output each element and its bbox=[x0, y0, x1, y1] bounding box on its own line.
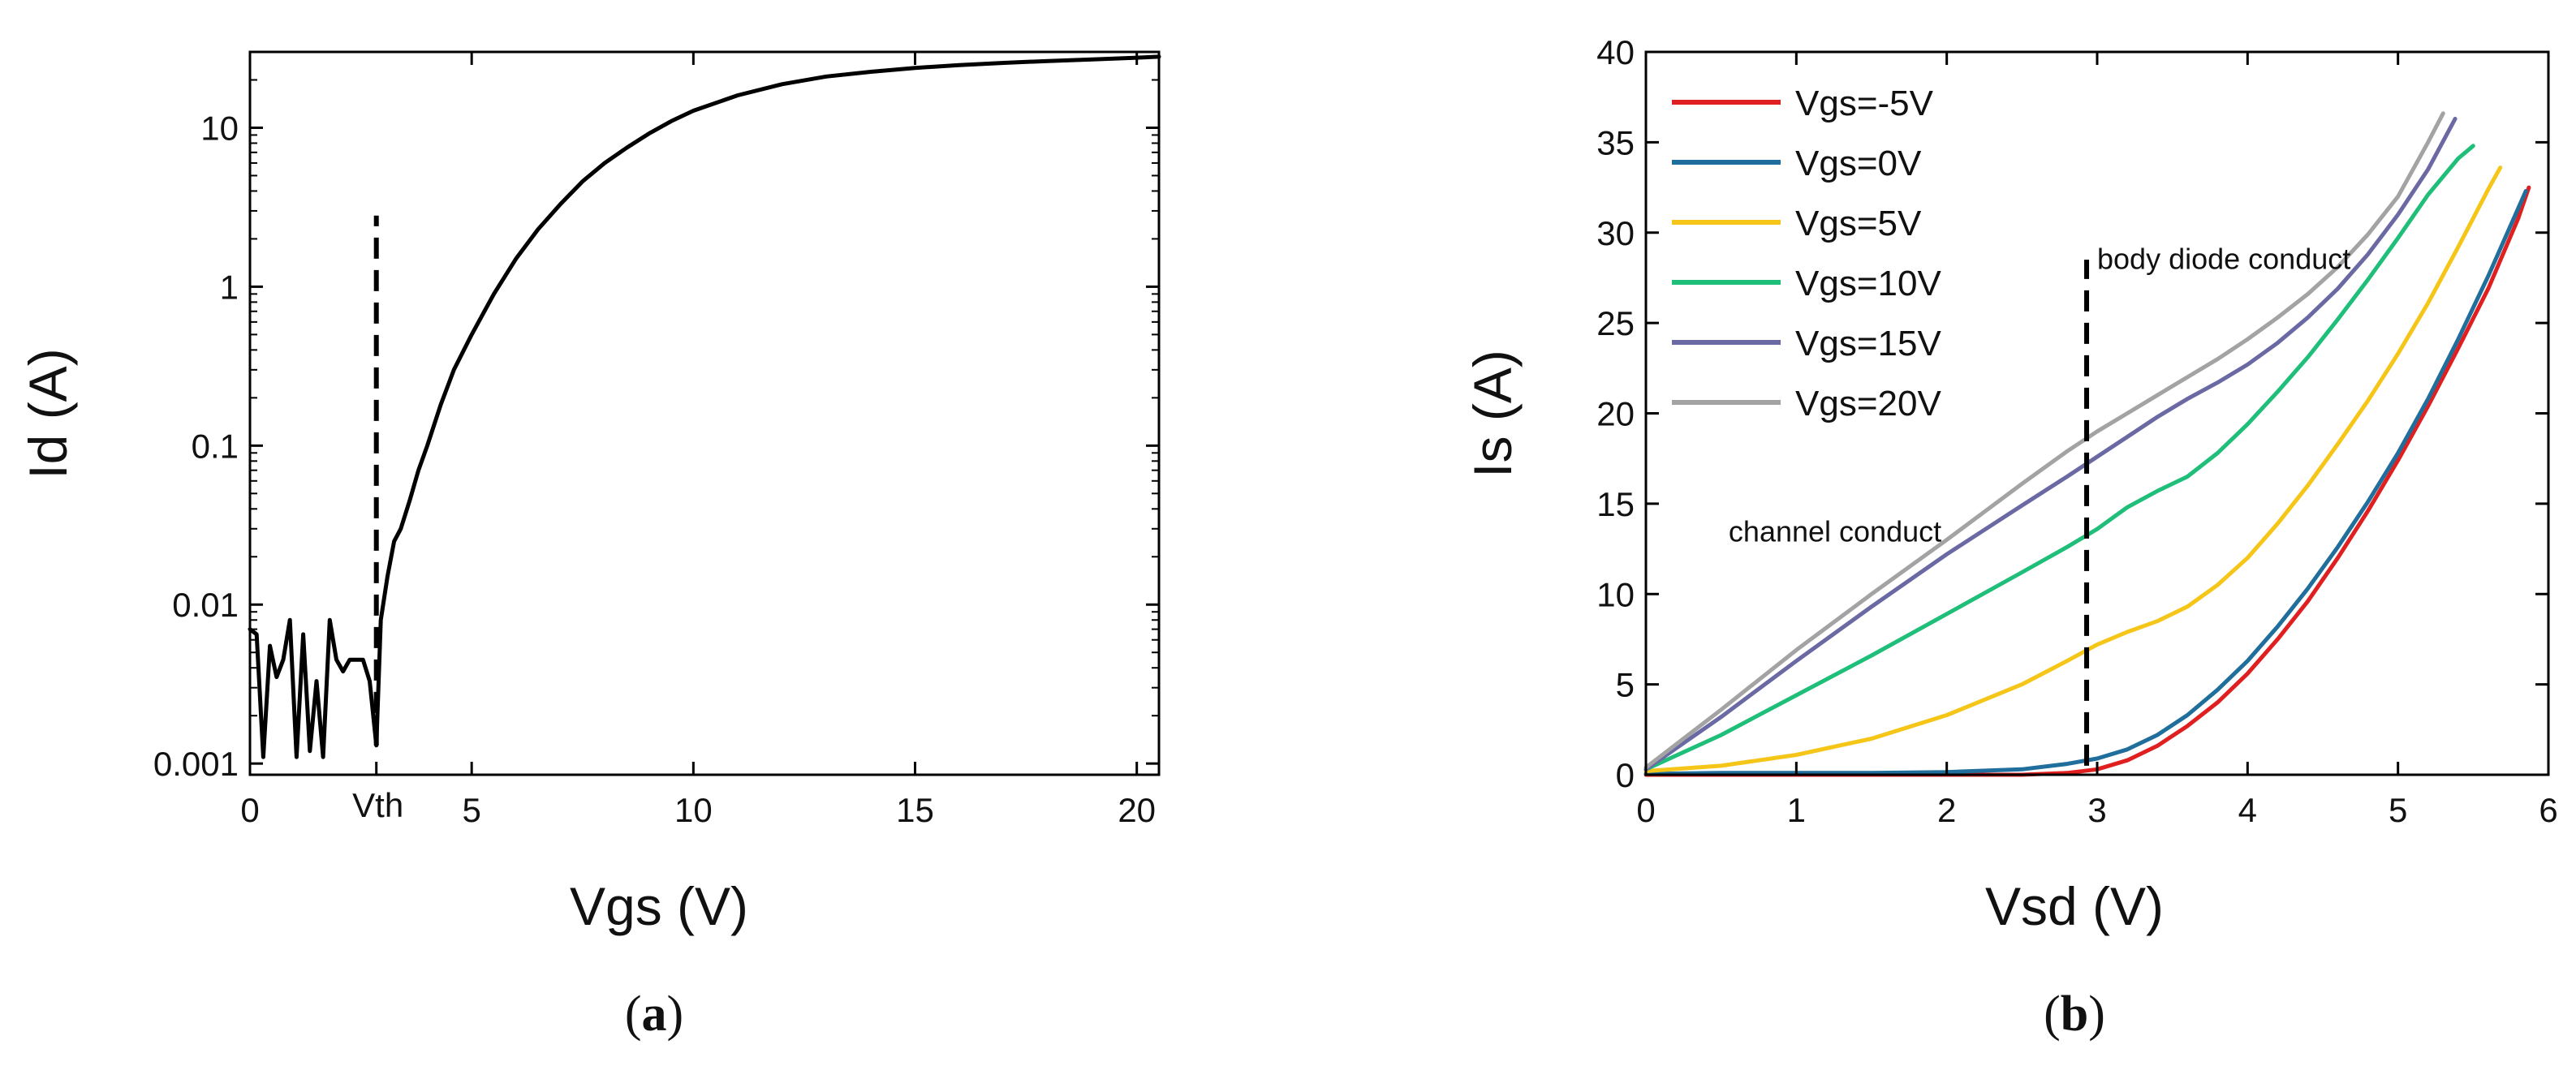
panel-b-y-axis-label: Is (A) bbox=[1462, 350, 1523, 478]
b-x-tick-label: 0 bbox=[1636, 791, 1655, 829]
panel-b-legend: Vgs=-5V Vgs=0V Vgs=5V Vgs=10V Vgs=15V Vgs=20V bbox=[1672, 84, 1941, 423]
b-y-tick-label: 20 bbox=[1596, 395, 1635, 433]
b-x-tick-label: 6 bbox=[2539, 791, 2557, 829]
panel-b-caption-open: ( bbox=[2044, 986, 2061, 1042]
panel-b-caption: (b) bbox=[2044, 986, 2105, 1042]
a-vth-tick-label: Vth bbox=[352, 786, 403, 824]
panel-b-x-ticks: 0 1 2 3 4 5 6 bbox=[1636, 52, 2558, 829]
a-y-tick-label: 0.01 bbox=[172, 586, 239, 624]
panel-a-caption: (a) bbox=[625, 986, 683, 1042]
a-y-tick-label: 0.001 bbox=[153, 745, 239, 783]
b-legend-label: Vgs=20V bbox=[1795, 384, 1941, 423]
b-series-line-1 bbox=[1643, 189, 2528, 776]
panel-a-caption-open: ( bbox=[625, 986, 642, 1042]
b-x-tick-label: 2 bbox=[1937, 791, 1956, 829]
a-x-tick-label: 15 bbox=[896, 791, 934, 829]
b-series-line-3 bbox=[1643, 144, 2475, 772]
panel-b-y-ticks: 0 5 10 15 20 25 30 35 40 bbox=[1596, 33, 2548, 794]
b-y-tick-label: 10 bbox=[1596, 575, 1635, 613]
b-y-tick-label: 25 bbox=[1596, 304, 1635, 342]
a-x-tick-label: 0 bbox=[240, 791, 259, 829]
b-y-tick-label: 40 bbox=[1596, 33, 1635, 71]
b-legend-label: Vgs=15V bbox=[1795, 324, 1941, 363]
b-series-line-4 bbox=[1643, 116, 2458, 772]
panel-a-y-axis-label: Id (A) bbox=[18, 348, 78, 479]
b-y-tick-label: 5 bbox=[1616, 666, 1635, 704]
b-series-line-2 bbox=[1643, 165, 2503, 773]
b-legend-label: Vgs=0V bbox=[1795, 144, 1922, 183]
panel-b-x-axis-label: Vsd (V) bbox=[1985, 876, 2164, 936]
a-y-tick-label: 10 bbox=[200, 109, 239, 147]
b-y-tick-label: 35 bbox=[1596, 123, 1635, 161]
a-x-tick-label: 10 bbox=[674, 791, 713, 829]
panel-a-caption-letter: a bbox=[642, 986, 667, 1042]
b-x-tick-label: 1 bbox=[1787, 791, 1806, 829]
a-series-line-0 bbox=[248, 54, 1161, 759]
panel-a-plot-area bbox=[248, 50, 1161, 776]
b-legend-label: Vgs=10V bbox=[1795, 264, 1941, 303]
b-y-tick-label: 0 bbox=[1616, 756, 1635, 794]
b-annotation-text: body diode conduct bbox=[2097, 242, 2350, 275]
panel-b-annotations: body diode conduct channel conduct bbox=[1729, 242, 2350, 548]
b-x-tick-label: 5 bbox=[2389, 791, 2407, 829]
b-y-tick-label: 15 bbox=[1596, 485, 1635, 523]
panel-a-chart: 0.001 0.01 0.1 1 10 0 5 10 15 20 Vth Vgs (V) Id (… bbox=[18, 50, 1161, 1042]
a-x-tick-label: 20 bbox=[1118, 791, 1156, 829]
b-annotation-text: channel conduct bbox=[1729, 515, 1941, 548]
a-x-tick-label: 5 bbox=[462, 791, 480, 829]
b-legend-label: Vgs=5V bbox=[1795, 204, 1922, 243]
b-series-line-5 bbox=[1643, 111, 2445, 770]
panel-b-caption-letter: b bbox=[2061, 986, 2088, 1042]
panel-a-y-ticks: 0.001 0.01 0.1 1 10 bbox=[153, 51, 1159, 783]
panel-a-x-axis-label: Vgs (V) bbox=[570, 876, 748, 936]
b-y-tick-label: 30 bbox=[1596, 214, 1635, 252]
a-y-tick-label: 1 bbox=[220, 268, 239, 306]
a-axes-frame bbox=[248, 50, 1161, 776]
a-y-tick-label: 0.1 bbox=[192, 427, 239, 465]
b-x-tick-label: 4 bbox=[2238, 791, 2257, 829]
panel-b-caption-close: ) bbox=[2088, 986, 2105, 1042]
b-legend-label: Vgs=-5V bbox=[1795, 84, 1934, 123]
panel-b-chart: 0 5 10 15 20 25 30 35 40 0 1 2 3 4 5 6 body diode cond… bbox=[1462, 33, 2558, 1042]
panel-a-caption-close: ) bbox=[667, 986, 684, 1042]
b-x-tick-label: 3 bbox=[2087, 791, 2106, 829]
panel-a-x-ticks: 0 5 10 15 20 Vth bbox=[240, 52, 1156, 829]
